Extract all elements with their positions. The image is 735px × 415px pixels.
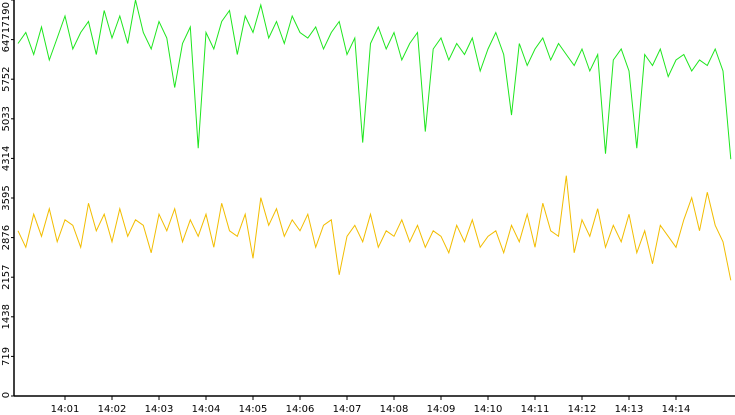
x-tick-label: 14:09 — [427, 404, 456, 415]
y-tick-label: 2876 — [1, 225, 12, 250]
x-tick-label: 14:14 — [662, 404, 691, 415]
y-tick-label: 0 — [1, 392, 12, 398]
x-tick-label: 14:11 — [521, 404, 550, 415]
x-tick-label: 14:13 — [615, 404, 644, 415]
x-tick-label: 14:01 — [51, 404, 80, 415]
x-tick-label: 14:10 — [474, 404, 503, 415]
x-tick-label: 14:03 — [145, 404, 174, 415]
x-tick-label: 14:08 — [380, 404, 409, 415]
y-tick-label: 2157 — [1, 264, 12, 289]
x-tick-label: 14:02 — [98, 404, 127, 415]
y-tick-label: 4314 — [1, 146, 12, 171]
line-series — [17, 175, 732, 281]
x-tick-label: 14:04 — [192, 404, 221, 415]
y-tick-label: 719 — [1, 347, 12, 366]
y-tick-label: 1438 — [1, 304, 12, 329]
x-tick-label: 14:05 — [239, 404, 268, 415]
line-series — [17, 0, 732, 160]
x-tick-label: 14:06 — [286, 404, 315, 415]
x-tick-label: 14:07 — [333, 404, 362, 415]
y-tick-label: 3595 — [1, 185, 12, 210]
y-tick-label: 5752 — [1, 66, 12, 91]
y-tick-label: 6471 — [1, 27, 12, 52]
y-tick-label: 5033 — [1, 106, 12, 131]
y-tick-label: 7190 — [1, 2, 12, 27]
x-tick-label: 14:12 — [568, 404, 597, 415]
